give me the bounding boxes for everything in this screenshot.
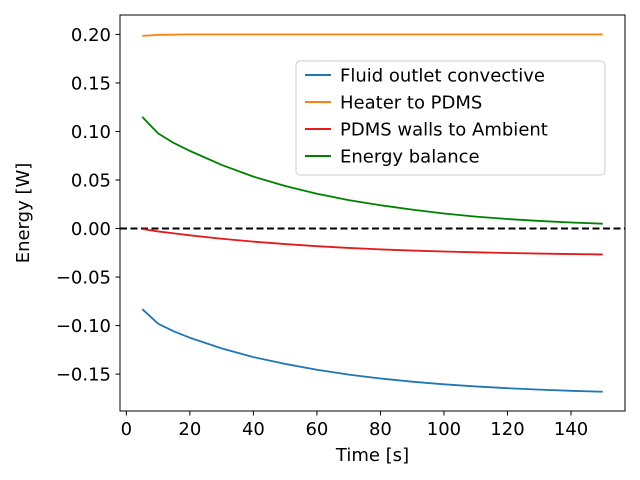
series-line-heater-to-pdms [142, 33, 603, 37]
series-layer [120, 33, 625, 393]
x-tick-label: 80 [369, 419, 392, 440]
series-line-energy-balance [141, 116, 603, 225]
x-tick-label: 60 [305, 419, 328, 440]
axes-frame [119, 14, 626, 412]
legend-label-energy-balance: Energy balance [340, 147, 480, 168]
axes-layer: 0 20 40 60 80 100 120 140 −0.15 −0.10 −0.05 0.00 0.0… [56, 14, 626, 440]
series-line-pdms-walls-to-ambient [142, 228, 603, 256]
x-tick-label: 120 [490, 419, 524, 440]
legend: Fluid outlet convective Heater to PDMS PDM… [295, 60, 606, 176]
legend-box [295, 60, 606, 176]
x-tick-label: 140 [554, 419, 588, 440]
legend-label-pdms-walls-to-ambient: PDMS walls to Ambient [340, 120, 548, 141]
x-tick-label: 100 [427, 419, 461, 440]
legend-label-heater-to-pdms: Heater to PDMS [340, 93, 482, 114]
y-tick-label: 0.20 [71, 25, 111, 46]
x-tick-label: 20 [178, 419, 201, 440]
y-axis-title: Energy [W] [13, 163, 34, 264]
y-tick-label: 0.15 [71, 73, 111, 94]
legend-label-fluid-outlet-convective: Fluid outlet convective [340, 66, 545, 87]
y-tick-label: −0.05 [56, 268, 111, 289]
y-tick-label: 0.10 [71, 122, 111, 143]
y-tick-label: 0.00 [71, 219, 111, 240]
x-axis-title: Time [s] [335, 445, 409, 466]
y-tick-label: −0.10 [56, 316, 111, 337]
y-tick-label: 0.05 [71, 171, 111, 192]
x-tick-label: 40 [242, 419, 265, 440]
y-tick-label: −0.15 [56, 365, 111, 386]
series-line-fluid-outlet-convective [141, 308, 603, 393]
x-tick-label: 0 [121, 419, 132, 440]
